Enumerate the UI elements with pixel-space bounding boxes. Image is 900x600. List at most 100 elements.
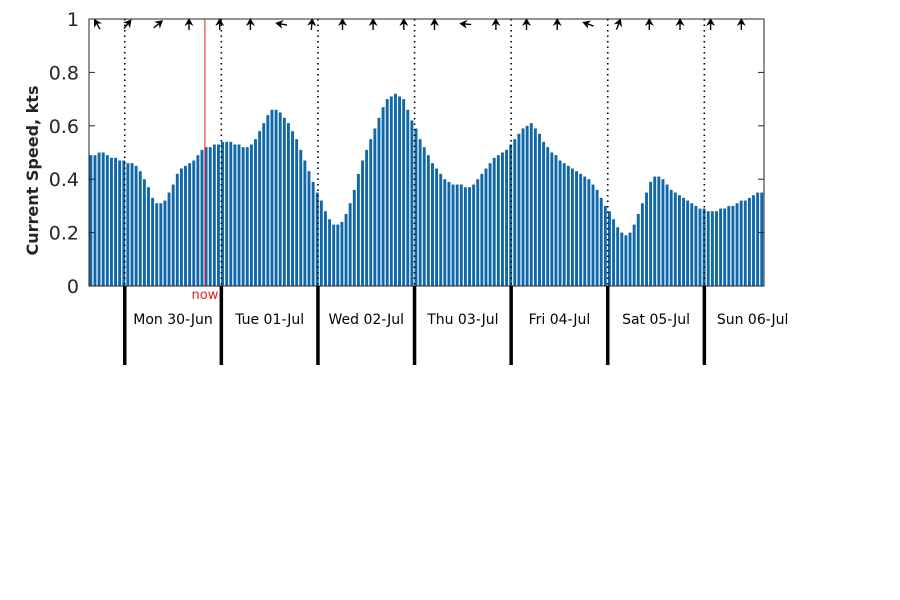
bar	[369, 139, 373, 286]
bar	[319, 200, 323, 286]
y-tick-label: 0	[67, 276, 79, 298]
bar	[352, 189, 356, 286]
bar	[632, 224, 636, 286]
bar	[575, 171, 578, 286]
direction-arrow-icon	[368, 18, 378, 30]
bar	[204, 147, 208, 286]
bar	[175, 173, 179, 286]
bar	[155, 203, 159, 286]
bar	[513, 139, 517, 286]
direction-arrow-icon	[644, 18, 654, 30]
bar	[340, 221, 344, 286]
bar	[311, 181, 315, 286]
bar	[599, 197, 603, 286]
bar	[554, 155, 558, 286]
bar	[159, 203, 163, 286]
bar	[188, 163, 192, 286]
direction-arrow-icon	[552, 18, 562, 30]
bar	[229, 141, 233, 286]
bar	[694, 205, 698, 286]
bar	[496, 155, 500, 286]
direction-arrow-icon	[307, 18, 317, 31]
bar	[587, 179, 591, 286]
day-label: Wed 02-Jul	[328, 312, 404, 328]
bar	[616, 227, 620, 286]
bar	[484, 168, 488, 286]
bar	[624, 235, 628, 286]
bar	[682, 197, 685, 286]
bar	[431, 163, 434, 286]
bar	[476, 179, 480, 286]
bar	[410, 120, 414, 287]
direction-arrow-icon	[430, 18, 439, 30]
bar	[221, 141, 225, 286]
bar	[690, 203, 694, 286]
plot-area	[88, 18, 765, 287]
direction-arrow-icon	[122, 19, 132, 30]
bar	[393, 93, 397, 286]
now-label: now	[192, 288, 219, 303]
bar	[443, 179, 447, 286]
bar	[661, 179, 665, 286]
bar	[245, 147, 249, 286]
direction-arrow-icon	[275, 19, 288, 29]
direction-arrow-icon	[215, 18, 225, 30]
bar	[710, 211, 714, 286]
bar	[550, 152, 554, 286]
bar	[249, 144, 253, 286]
bar	[208, 147, 212, 286]
bar	[500, 152, 504, 286]
bar	[702, 208, 706, 286]
bar	[472, 184, 476, 286]
bar	[739, 200, 743, 286]
bar	[336, 224, 340, 286]
bar	[752, 195, 755, 286]
bar	[509, 144, 513, 286]
bar	[402, 99, 406, 286]
bar	[459, 184, 463, 286]
bar	[579, 173, 583, 286]
bar	[525, 125, 529, 286]
bar	[492, 157, 496, 286]
bar	[731, 205, 735, 286]
bar	[385, 99, 389, 286]
bar	[356, 173, 360, 286]
bar	[163, 200, 167, 286]
direction-arrow-icon	[522, 18, 531, 30]
bar	[389, 96, 393, 287]
y-axis-ticks: 0 0.2 0.4 0.6 0.8 1	[49, 9, 764, 298]
direction-arrow-icon	[153, 20, 163, 29]
bar	[719, 208, 723, 286]
bar	[299, 149, 303, 286]
bar	[237, 144, 241, 286]
day-label: Sat 05-Jul	[622, 312, 690, 328]
bar	[566, 165, 570, 286]
bar	[673, 192, 677, 286]
bar	[747, 197, 751, 286]
bar	[122, 160, 126, 286]
y-tick-label: 0.4	[49, 169, 79, 191]
bar	[603, 205, 607, 286]
day-label: Thu 03-Jul	[426, 312, 498, 328]
bar	[488, 163, 492, 286]
bar	[278, 112, 282, 286]
bar	[307, 171, 311, 286]
bar	[101, 152, 105, 286]
bar	[546, 147, 550, 286]
day-axis: Mon 30-Jun Tue 01-Jul Wed 02-Jul Thu 03-Jul…	[122, 286, 788, 365]
bar	[348, 203, 352, 286]
bar	[254, 139, 257, 286]
bar	[517, 133, 521, 286]
bar	[212, 144, 216, 286]
bar	[282, 117, 286, 286]
day-label: Fri 04-Jul	[529, 312, 591, 328]
direction-arrow-icon	[613, 18, 623, 30]
bar	[179, 168, 183, 286]
bar	[142, 179, 146, 286]
bar	[735, 203, 739, 286]
bar	[591, 184, 595, 286]
bar	[538, 133, 541, 286]
bar	[303, 160, 307, 286]
bar	[447, 181, 451, 286]
bar	[114, 157, 118, 286]
